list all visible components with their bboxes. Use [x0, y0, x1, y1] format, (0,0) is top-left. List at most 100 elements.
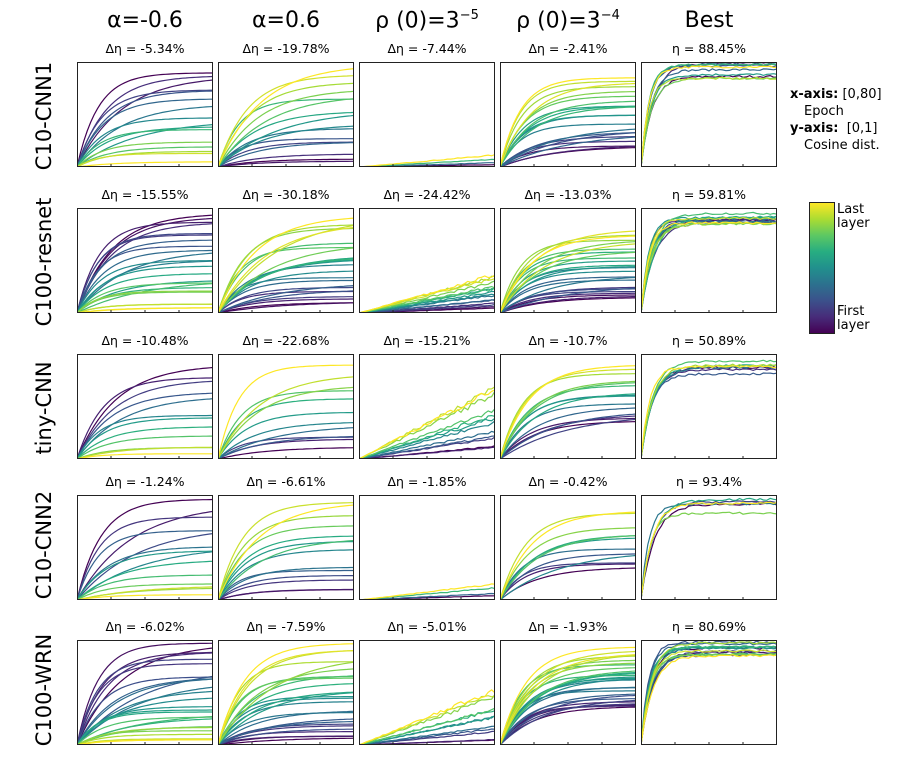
layer-line [77, 414, 213, 459]
layer-line [77, 252, 213, 313]
row-label-c10-cnn1: C10-CNN1 [32, 61, 56, 171]
layer-line [77, 733, 213, 745]
layer-line [218, 285, 354, 313]
layer-line [77, 265, 213, 313]
x-axis-key: x-axis: [790, 87, 839, 102]
layer-line [218, 98, 354, 167]
layer-line [359, 446, 495, 459]
layer-line [218, 75, 354, 167]
layer-line [500, 373, 636, 459]
layer-line [77, 366, 213, 459]
y-axis-name: Cosine dist. [804, 138, 880, 153]
layer-line [359, 587, 495, 600]
layer-line [641, 219, 777, 313]
layer-line [218, 141, 354, 167]
layer-line [500, 82, 636, 167]
panel-title: Δη = -1.93% [528, 619, 608, 634]
layer-line [77, 259, 213, 313]
layer-line [77, 217, 213, 313]
column-title-rho-5: ρ (0)=3−5 [375, 8, 479, 34]
layer-line [641, 63, 777, 167]
layer-line [500, 105, 636, 167]
layer-line [500, 394, 636, 459]
layer-line [500, 403, 636, 459]
column-title-alpha-pos: α=0.6 [252, 8, 320, 33]
layer-line [218, 98, 354, 167]
layer-line [77, 72, 213, 167]
layer-line [77, 249, 213, 313]
layer-line [641, 221, 777, 313]
chart-panel [641, 208, 777, 313]
y-axis-range: [0,1] [846, 121, 878, 136]
layer-line [218, 661, 354, 745]
layer-line [77, 282, 213, 313]
layer-line [77, 398, 213, 459]
layer-line [218, 390, 354, 459]
layer-line [500, 276, 636, 313]
layer-line [500, 239, 636, 313]
layer-line [77, 426, 213, 459]
axis-legend: x-axis: [0,80] Epoch y-axis: [0,1] Cosin… [790, 86, 882, 154]
layer-line [641, 649, 777, 745]
layer-line [77, 75, 213, 167]
panel-title: Δη = -2.41% [528, 41, 608, 56]
layer-line [641, 68, 777, 167]
panel-frame [359, 354, 495, 459]
layer-line [359, 390, 495, 459]
layer-line [500, 667, 636, 745]
layer-line [218, 242, 354, 313]
layer-line [641, 76, 777, 167]
layer-line [500, 527, 636, 600]
layer-line [359, 694, 495, 745]
colorbar-label-last: Last layer [837, 202, 870, 231]
row-label-c100-wrn: C100-WRN [32, 633, 56, 747]
layer-line [500, 251, 636, 313]
chart-panel [359, 208, 495, 313]
layer-line [77, 716, 213, 745]
layer-line [641, 645, 777, 745]
layer-line [218, 68, 354, 167]
layer-line [77, 676, 213, 745]
layer-line [218, 535, 354, 600]
layer-line [77, 221, 213, 313]
layer-line [77, 105, 213, 167]
layer-line [500, 418, 636, 459]
layer-line [500, 123, 636, 167]
panel-title: Δη = -10.7% [528, 333, 608, 348]
layer-line [77, 516, 213, 600]
layer-line [77, 380, 213, 459]
panel-title: Δη = -15.21% [383, 333, 471, 348]
layer-line [218, 153, 354, 167]
layer-line [77, 663, 213, 745]
panel-title: Δη = -7.44% [387, 41, 467, 56]
layer-line [500, 266, 636, 313]
layer-line [77, 498, 213, 600]
layer-line [218, 158, 354, 167]
layer-line [218, 376, 354, 459]
layer-line [641, 65, 777, 167]
layer-line [641, 74, 777, 167]
layer-line [500, 382, 636, 459]
layer-line [218, 539, 354, 600]
layer-line [77, 583, 213, 600]
layer-line [77, 586, 213, 600]
layer-line [218, 226, 354, 313]
panel-title: Δη = -6.61% [246, 474, 326, 489]
layer-line [359, 728, 495, 745]
panel-frame [359, 495, 495, 600]
layer-line [218, 90, 354, 167]
layer-line [500, 140, 636, 167]
layer-line [218, 411, 354, 459]
layer-line [77, 678, 213, 745]
layer-line [500, 664, 636, 745]
layer-line [77, 161, 213, 167]
layer-line [218, 661, 354, 745]
layer-line [500, 365, 636, 459]
column-title-alpha-neg: α=-0.6 [107, 8, 183, 33]
chart-panel [218, 208, 354, 313]
layer-line [359, 299, 495, 313]
layer-colorbar [809, 202, 835, 334]
layer-line [77, 307, 213, 313]
layer-line [218, 728, 354, 745]
layer-line [77, 546, 213, 600]
